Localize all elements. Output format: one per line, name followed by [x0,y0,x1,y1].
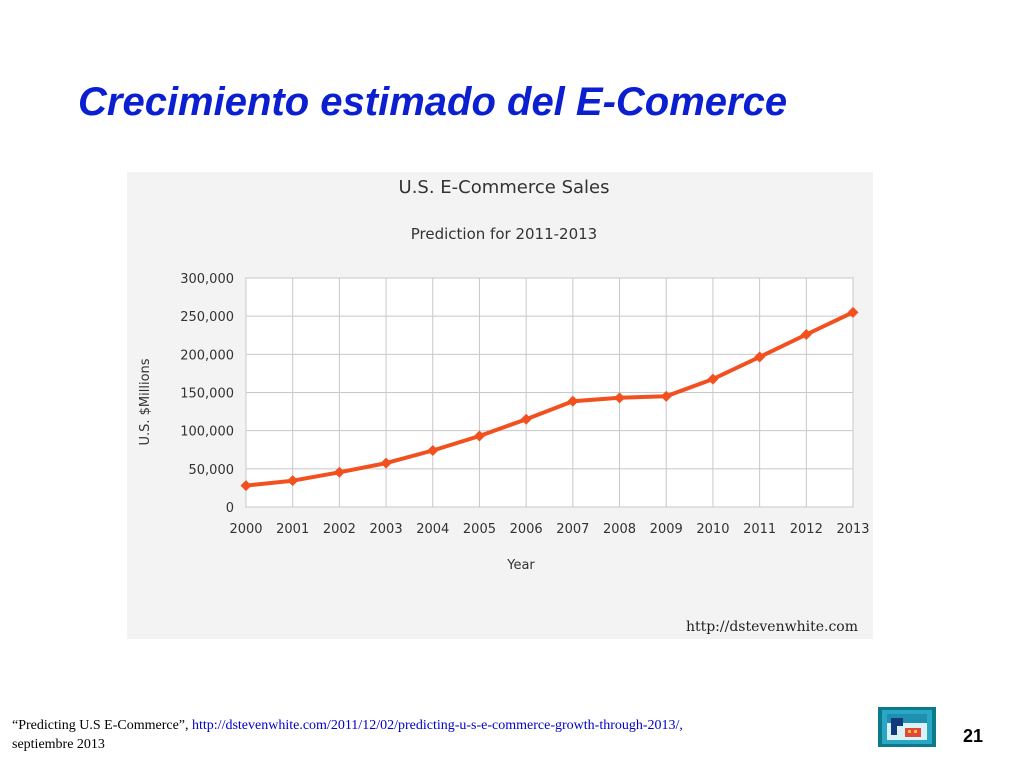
citation-title: “Predicting U.S E-Commerce”, [12,718,189,733]
x-tick-label: 2011 [743,522,776,537]
x-tick-label: 2005 [463,522,496,537]
x-tick-label: 2004 [416,522,449,537]
x-tick-label: 2002 [323,522,356,537]
data-point [567,395,579,407]
presentation-logo-icon [878,707,936,747]
x-tick-label: 2010 [696,522,729,537]
y-axis-label: U.S. $Millions [138,358,153,445]
chart-subtitle: Prediction for 2011-2013 [411,225,597,243]
y-tick-label: 100,000 [180,425,234,440]
data-point [427,445,439,457]
y-tick-label: 250,000 [180,310,234,325]
data-point [520,413,532,425]
x-axis-label: Year [506,558,535,573]
y-tick-label: 300,000 [180,272,234,287]
x-tick-label: 2007 [556,522,589,537]
data-point [847,306,859,318]
x-tick-label: 2009 [650,522,683,537]
chart-title: U.S. E-Commerce Sales [399,177,610,198]
citation-date: septiembre 2013 [12,737,105,752]
data-point [707,373,719,385]
x-tick-label: 2012 [790,522,823,537]
slide-title: Crecimiento estimado del E-Comerce [78,80,788,124]
data-point [800,328,812,340]
y-tick-label: 200,000 [180,348,234,363]
page-number: 21 [963,726,984,746]
series-line [244,310,855,488]
y-tick-label: 0 [226,501,234,516]
data-point [287,475,299,487]
data-point [754,351,766,363]
x-tick-label: 2013 [836,522,869,537]
x-tick-label: 2000 [229,522,262,537]
y-tick-label: 50,000 [189,463,235,478]
x-tick-label: 2001 [276,522,309,537]
data-point [614,392,626,404]
source-label: http://dstevenwhite.com [686,619,858,635]
x-tick-label: 2008 [603,522,636,537]
data-point [380,457,392,469]
data-point [473,430,485,442]
chart-panel: U.S. E-Commerce Sales Prediction for 201… [127,172,873,639]
citation-link[interactable]: http://dstevenwhite.com/2011/12/02/predi… [192,718,683,733]
x-tick-label: 2006 [510,522,543,537]
data-point [660,390,672,402]
data-point [240,480,252,492]
data-point [333,466,345,478]
citation-footer: “Predicting U.S E-Commerce”, http://dste… [12,716,852,754]
y-tick-label: 150,000 [180,387,234,402]
line-chart: U.S. E-Commerce Sales Prediction for 201… [138,177,870,635]
x-tick-label: 2003 [370,522,403,537]
